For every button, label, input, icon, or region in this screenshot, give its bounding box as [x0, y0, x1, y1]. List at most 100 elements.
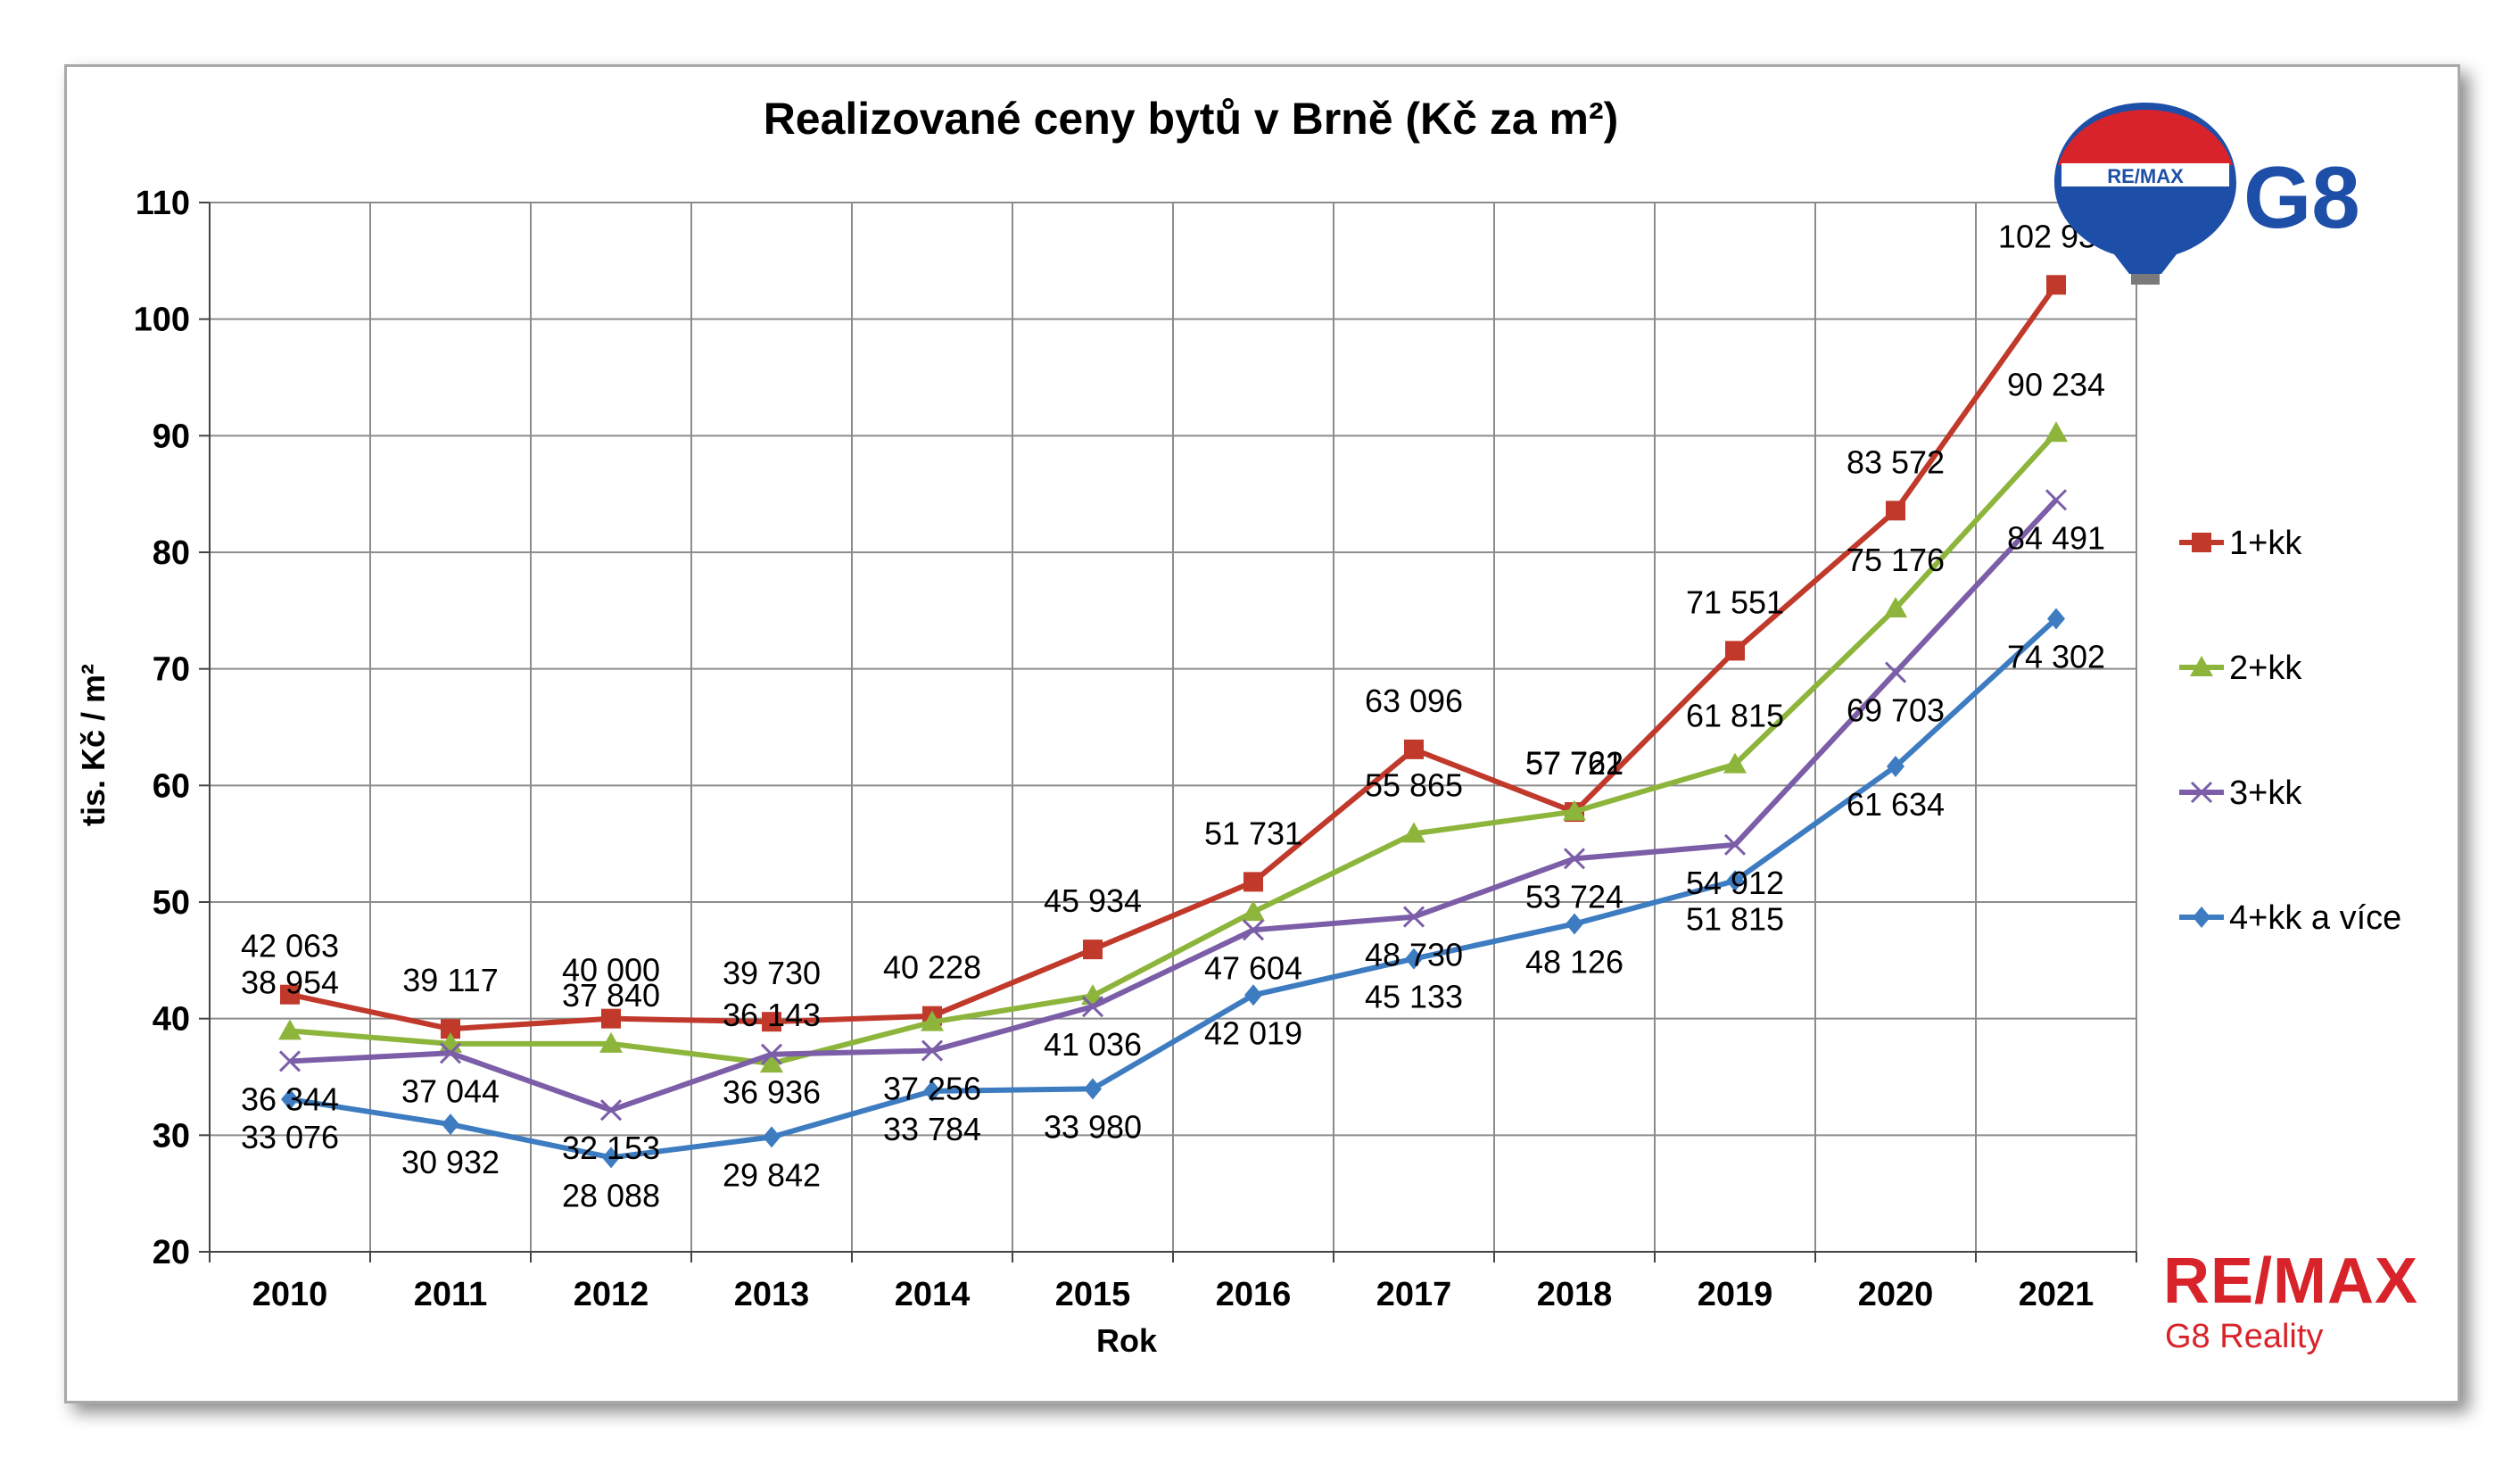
data-label: 32 153: [562, 1130, 660, 1166]
y-tick-label: 110: [136, 185, 190, 222]
remax-balloon-icon: RE/MAX: [2054, 103, 2236, 285]
marker-diamond: [2193, 906, 2210, 928]
marker-triangle: [1402, 822, 1425, 843]
data-label: 74 302: [2007, 638, 2105, 675]
marker-square: [2192, 533, 2211, 552]
marker-diamond: [763, 1126, 781, 1148]
legend-item: 1+kk: [2179, 525, 2302, 562]
marker-diamond: [923, 1080, 941, 1102]
chart-grid: [209, 202, 2137, 1253]
data-label: 84 491: [2007, 519, 2105, 556]
data-labels: 42 063 39 117 40 000 39 730 40 228 45 934 51 7…: [241, 218, 2114, 1213]
legend-item: 2+kk: [2179, 650, 2302, 687]
marker-diamond: [1405, 948, 1423, 970]
marker-x: [2190, 781, 2213, 804]
footer-brand: RE/MAX G8 Reality: [2163, 1246, 2417, 1355]
data-label: 39 117: [402, 962, 498, 998]
marker-square: [762, 1012, 781, 1032]
x-tick-label: 2011: [414, 1276, 487, 1313]
data-label: 40 000: [562, 952, 660, 989]
x-tick-label: 2020: [1858, 1276, 1934, 1313]
data-label: 33 980: [1044, 1108, 1142, 1145]
series-line: [289, 498, 2059, 1113]
marker-triangle: [2190, 656, 2213, 676]
marker-triangle: [599, 1031, 623, 1053]
data-label: 29 842: [723, 1156, 821, 1193]
data-label: 33 784: [883, 1111, 981, 1147]
data-label: 75 176: [1847, 542, 1945, 578]
series-line: [289, 431, 2059, 1067]
x-tick-label: 2012: [574, 1276, 649, 1313]
chart-frame: Realizované ceny bytů v Brně (Kč za m²) …: [64, 64, 2460, 1403]
data-label: 54 912: [1686, 865, 1784, 901]
legend-item: 4+kk a více: [2179, 899, 2401, 937]
x-tick-label: 2021: [2019, 1276, 2094, 1313]
chart-axes: 20 30 40 50 60 70 80 90 100 110 2010 2011 2012 2013 20…: [134, 185, 2137, 1313]
marker-diamond: [1887, 755, 1904, 777]
x-tick-label: 2010: [252, 1276, 328, 1313]
data-label: 42 063: [241, 928, 339, 964]
series-4-kk-a-v-ce: [281, 608, 2065, 1169]
data-label: 45 133: [1365, 979, 1463, 1015]
g8-logo-text: G8: [2243, 148, 2360, 246]
marker-triangle: [1242, 900, 1265, 922]
y-tick-label: 70: [153, 651, 190, 689]
marker-triangle: [2045, 421, 2068, 443]
series-2-kk: [278, 421, 2068, 1073]
marker-square: [1243, 872, 1263, 892]
marker-x: [278, 1050, 302, 1072]
data-label: 51 815: [1686, 900, 1784, 937]
marker-triangle: [921, 1010, 944, 1031]
marker-triangle: [760, 1052, 783, 1073]
y-axis-label: tis. Kč / m²: [75, 664, 112, 826]
legend-label: 3+kk: [2229, 774, 2302, 812]
y-tick-label: 50: [153, 884, 190, 922]
y-tick-label: 90: [153, 418, 190, 455]
marker-x: [921, 1039, 944, 1062]
x-tick-label: 2015: [1055, 1276, 1131, 1313]
marker-triangle: [1723, 752, 1747, 774]
marker-square: [1725, 641, 1745, 661]
marker-diamond: [2047, 608, 2065, 630]
marker-diamond: [1726, 870, 1744, 892]
series-line: [289, 617, 2059, 1161]
legend: 1+kk 2+kk 3+kk 4+kk a více: [2179, 525, 2401, 937]
data-label: 37 044: [401, 1072, 500, 1109]
data-label: 57 722: [1525, 745, 1624, 782]
data-label: 36 143: [723, 997, 821, 1033]
data-label: 40 228: [883, 949, 981, 986]
x-tick-label: 2016: [1216, 1276, 1292, 1313]
legend-label: 1+kk: [2229, 525, 2302, 562]
data-label: 33 076: [241, 1119, 339, 1155]
data-label: 53 724: [1525, 878, 1624, 915]
marker-x: [439, 1042, 462, 1064]
x-tick-label: 2013: [734, 1276, 810, 1313]
legend-item: 3+kk: [2179, 774, 2302, 812]
x-tick-label: 2019: [1698, 1276, 1773, 1313]
data-label: 61 815: [1686, 698, 1784, 734]
marker-diamond: [281, 1089, 299, 1111]
marker-square: [1083, 940, 1103, 960]
data-label: 41 036: [1044, 1026, 1142, 1063]
data-label: 42 019: [1204, 1014, 1302, 1051]
legend-label: 4+kk a více: [2229, 899, 2401, 937]
marker-triangle: [1884, 597, 1907, 618]
data-label: 39 730: [723, 955, 821, 991]
data-label: 55 865: [1365, 766, 1463, 803]
data-label: 63 096: [1365, 683, 1463, 719]
marker-x: [1563, 848, 1586, 870]
footer-brand-sub: G8 Reality: [2165, 1318, 2323, 1355]
marker-square: [441, 1019, 460, 1039]
data-label: 37 256: [883, 1071, 981, 1107]
marker-diamond: [1566, 913, 1583, 935]
marker-diamond: [442, 1113, 459, 1136]
data-label: 47 604: [1204, 949, 1302, 986]
data-label: 48 126: [1525, 943, 1624, 980]
data-label: 90 234: [2007, 366, 2105, 402]
marker-diamond: [1244, 984, 1262, 1006]
series-line: [289, 283, 2059, 1032]
x-tick-label: 2017: [1376, 1276, 1452, 1313]
line-chart: Realizované ceny bytů v Brně (Kč za m²) …: [75, 94, 2417, 1359]
data-label: 30 932: [401, 1144, 500, 1180]
marker-square: [280, 984, 300, 1005]
